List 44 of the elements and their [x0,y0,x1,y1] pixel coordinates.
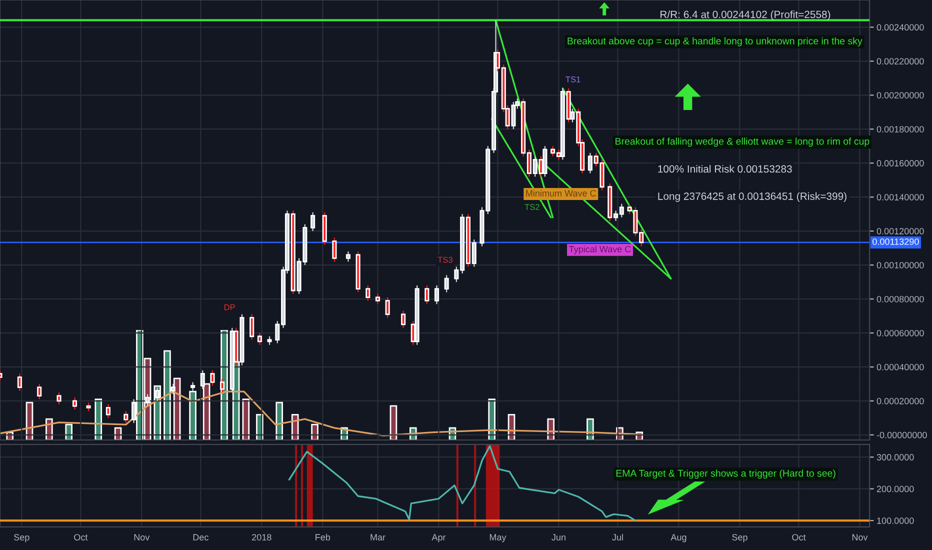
y-tick-label: 0.00240000 [876,24,924,31]
y-tick-label: 300.0000 [876,454,914,460]
annotation: Breakout of falling wedge & elliott wave = long to rim of cup [616,138,870,147]
y-tick-label: 0.00080000 [876,296,924,302]
annotation: 100% Initial Risk 0.00153283 [658,164,792,173]
annotation: DP [224,304,235,310]
y-tick-label: -0.00000000 [876,432,927,438]
y-tick-label: 0.00160000 [876,160,924,166]
y-tick-label: 100.0000 [877,518,914,524]
annotation: Typical Wave C [569,246,631,254]
x-tick-label: Nov [134,534,150,540]
x-tick-label: Oct [74,534,88,540]
x-tick-label: Jul [612,534,623,540]
y-tick-label: 200.0000 [876,486,914,492]
x-tick-label: Oct [792,534,806,540]
x-tick-label: Dec [193,534,208,540]
annotation: EMA Target & Trigger shows a trigger (Hard to see) [616,470,836,479]
annotation: TS2 [524,204,540,210]
x-tick-label: Jun [552,534,566,540]
x-tick-label: Sep [732,534,748,542]
annotation: Minimum Wave C [526,190,596,196]
ref-line-label: 0.00113290 [872,238,919,245]
annotation: Breakout above cup = cup & handle long to unknown price in the sky [568,37,862,46]
x-tick-label: Mar [370,534,386,540]
annotation: TS3 [438,256,452,263]
x-tick-label: May [490,534,506,542]
x-tick-label: 2018 [252,534,272,540]
y-tick-label: 0.00120000 [876,228,924,234]
y-tick-label: 0.00200000 [876,92,924,98]
x-tick-label: Sep [14,534,30,542]
x-tick-label: Apr [432,534,446,542]
y-tick-label: 0.00100000 [876,262,924,268]
x-tick-label: Aug [670,534,686,542]
annotation: TS1 [566,76,580,82]
y-tick-label: 0.00220000 [876,58,924,65]
y-tick-label: 0.00180000 [876,126,924,132]
y-tick-label: 0.00140000 [876,194,924,200]
x-tick-label: Nov [852,534,868,540]
y-tick-label: 0.00060000 [876,330,924,336]
ref-line-label: R/R: 6.4 at 0.00244102 (Profit=2558) [660,10,830,20]
y-tick-label: 0.00040000 [876,364,924,370]
annotation: Long 2376425 at 0.00136451 (Risk=399) [658,192,846,202]
x-tick-label: Feb [316,534,330,540]
y-tick-label: 0.00020000 [876,398,924,404]
